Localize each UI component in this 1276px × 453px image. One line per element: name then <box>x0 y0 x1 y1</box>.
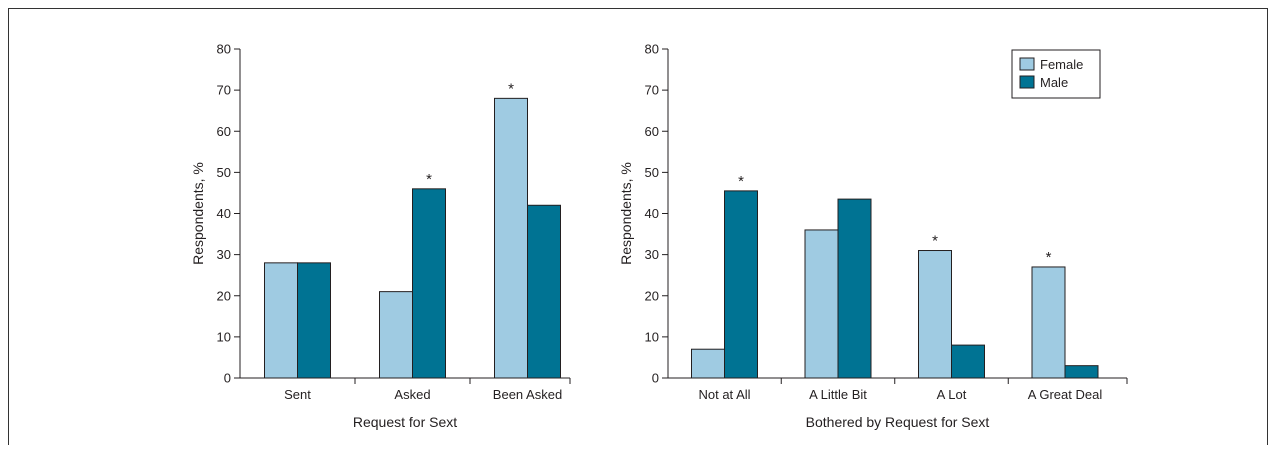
chart2-bar-female <box>691 348 725 379</box>
chart1-bar-female <box>379 291 413 379</box>
chart2-bar-male <box>1064 365 1099 379</box>
chart2-y-tick-label: 60 <box>645 124 659 139</box>
chart2-bar-female <box>918 250 952 379</box>
chart2-x-axis-title: Bothered by Request for Sext <box>806 414 990 430</box>
chart2-x-tick-label: Not at All <box>698 387 750 402</box>
chart1-bar-male <box>412 188 446 379</box>
chart2-bar-male <box>724 190 758 379</box>
chart2-x-tick-label: A Great Deal <box>1028 387 1103 402</box>
chart2-legend-label-female: Female <box>1040 57 1083 72</box>
chart1-y-axis-title: Respondents, % <box>190 162 206 265</box>
chart1-y-tick-label: 80 <box>217 42 231 57</box>
chart2-y-tick-label: 70 <box>645 83 659 98</box>
chart1-y-tick-label: 50 <box>217 165 231 180</box>
chart1-bar-male <box>527 204 561 379</box>
chart1-y-tick-label: 70 <box>217 83 231 98</box>
chart2-y-tick-label: 30 <box>645 247 659 262</box>
chart2-significance-marker: * <box>932 233 938 250</box>
chart2-legend-label-male: Male <box>1040 75 1068 90</box>
chart1-bar-male <box>297 262 331 379</box>
chart1-bar-female <box>494 97 528 379</box>
chart2-significance-marker: * <box>738 173 744 190</box>
chart1-y-tick-label: 30 <box>217 247 231 262</box>
chart1-x-tick-label: Been Asked <box>493 387 562 402</box>
chart1-y-tick-label: 60 <box>217 124 231 139</box>
chart1-x-tick-label: Sent <box>284 387 311 402</box>
chart2-bar-male <box>951 344 985 379</box>
chart2-x-tick-label: A Little Bit <box>809 387 867 402</box>
chart2-significance-marker: * <box>1046 249 1052 266</box>
chart2-bar-female <box>1031 266 1066 379</box>
figure-frame <box>8 8 1268 445</box>
chart2-y-tick-label: 20 <box>645 288 659 303</box>
chart1-x-tick-label: Asked <box>394 387 430 402</box>
chart2-y-tick-label: 40 <box>645 206 659 221</box>
chart1-y-tick-label: 40 <box>217 206 231 221</box>
chart2-x-tick-label: A Lot <box>937 387 967 402</box>
chart2-y-tick-label: 0 <box>652 371 659 386</box>
chart1-significance-marker: * <box>426 171 432 188</box>
chart2-bar-female <box>804 229 839 379</box>
chart2-y-tick-label: 50 <box>645 165 659 180</box>
chart1-y-tick-label: 20 <box>217 288 231 303</box>
chart1-x-axis-title: Request for Sext <box>353 414 457 430</box>
chart2-legend-swatch-male <box>1019 75 1035 89</box>
chart1-y-tick-label: 10 <box>217 329 231 344</box>
chart2-y-tick-label: 10 <box>645 329 659 344</box>
chart1-bar-female <box>264 262 298 379</box>
chart2-bar-male <box>837 198 872 379</box>
chart1-y-tick-label: 0 <box>224 371 231 386</box>
chart2-y-axis-title: Respondents, % <box>618 162 634 265</box>
chart1-significance-marker: * <box>508 80 514 97</box>
chart2-legend-swatch-female <box>1019 57 1035 71</box>
chart2-y-tick-label: 80 <box>645 42 659 57</box>
